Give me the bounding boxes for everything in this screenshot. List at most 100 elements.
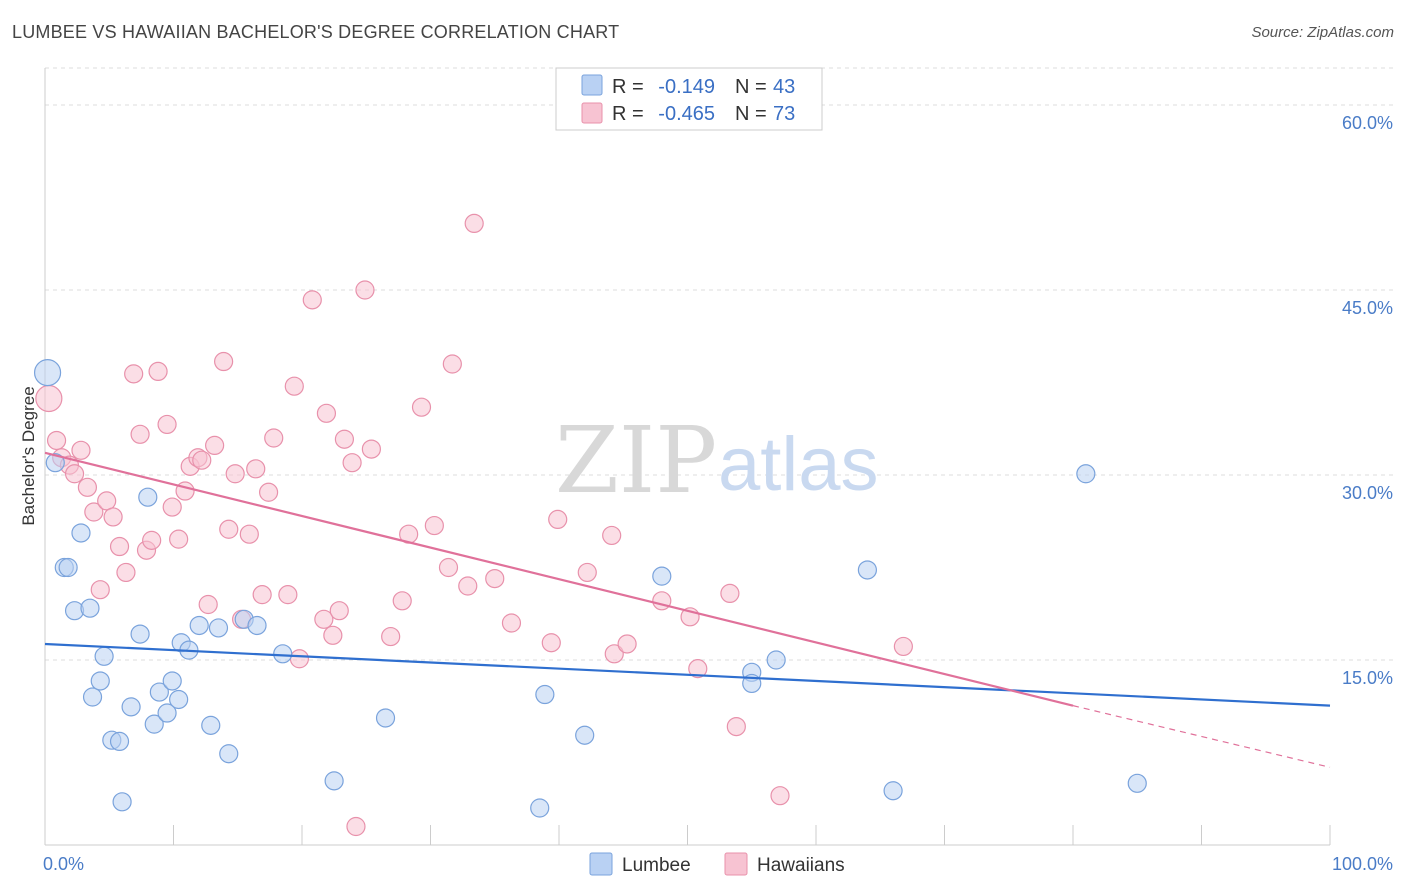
lumbee-point (109, 731, 130, 752)
hawaiians-point (90, 580, 110, 600)
legend-swatch-hawaiians (581, 102, 603, 124)
hawaiians-point (246, 459, 266, 479)
lumbee-point (883, 781, 903, 801)
hawaiians-point (225, 464, 245, 484)
lumbee-point (189, 615, 209, 636)
hawaiians-point (424, 515, 444, 536)
lumbee-point (324, 771, 344, 791)
hawaiians-point (278, 585, 298, 605)
hawaiians-trend-line (44, 451, 1074, 707)
hawaiians-point (192, 450, 212, 470)
legend-n-value-lumbee: 43 (773, 76, 795, 98)
hawaiians-point (162, 497, 182, 517)
hawaiians-point (205, 435, 225, 455)
lumbee-point (90, 671, 110, 691)
y-tick-labels: 15.0% 30.0% 45.0% 60.0% (1342, 113, 1393, 688)
hawaiians-point (239, 524, 259, 544)
hawaiians-point (124, 364, 144, 384)
lumbee-point (121, 697, 141, 717)
hawaiians-point (323, 625, 343, 645)
lumbee-point (247, 615, 267, 636)
hawaiians-point (411, 397, 432, 417)
legend-box: R = -0.149 N = 43 R = -0.465 N = 73 (555, 67, 823, 131)
legend-n-label-lumbee: N = (735, 76, 767, 98)
lumbee-point (162, 671, 182, 691)
lumbee-point (130, 624, 150, 644)
hawaiians-point (258, 482, 279, 502)
lumbee-point (219, 744, 239, 764)
hawaiians-point (130, 424, 150, 444)
watermark: ZIP atlas (555, 407, 879, 514)
legend-n-value-hawaiians: 73 (773, 103, 795, 125)
hawaiians-point (77, 477, 98, 497)
hawaiians-point (442, 354, 462, 374)
x-ticks (44, 825, 1331, 845)
hawaiians-point (264, 428, 284, 448)
lumbee-point (1076, 464, 1096, 484)
chart-source: Source: ZipAtlas.com (1251, 24, 1394, 41)
hawaiians-point (148, 361, 168, 381)
lumbee-point (535, 684, 555, 705)
hawaiians-point (142, 530, 162, 550)
hawaiians-point (252, 585, 272, 605)
hawaiians-point (109, 536, 130, 557)
y-tick-label: 45.0% (1342, 298, 1393, 318)
hawaiians-point (116, 562, 136, 583)
lumbee-point (112, 792, 132, 812)
lumbee-point (169, 689, 189, 710)
hawaiians-point (342, 453, 362, 473)
hawaiians-point (604, 644, 624, 664)
lumbee-point (94, 646, 114, 666)
hawaiians-point (46, 430, 67, 451)
hawaiians-point (602, 525, 622, 546)
watermark-zip: ZIP (555, 407, 717, 514)
lumbee-point (71, 523, 91, 543)
lumbee-point (652, 566, 672, 586)
hawaiians-point (893, 636, 913, 657)
hawaiians-point (84, 502, 104, 522)
hawaiians-point (392, 591, 412, 611)
lumbee-point (766, 650, 786, 670)
hawaiians-point (157, 414, 177, 435)
lumbee-point (1127, 773, 1147, 793)
trend-lines (44, 451, 1331, 768)
hawaiians-point (289, 649, 310, 669)
hawaiians-point (334, 429, 355, 449)
hawaiians-point (485, 568, 505, 589)
hawaiians-point (617, 634, 637, 654)
hawaiians-point (355, 280, 375, 300)
hawaiians-point (726, 716, 746, 737)
y-axis-label: Bachelor's Degree (19, 386, 38, 525)
lumbee-point (201, 715, 221, 735)
chart-title: LUMBEE VS HAWAIIAN BACHELOR'S DEGREE COR… (12, 22, 620, 42)
hawaiians-point (720, 583, 740, 604)
hawaiians-point (103, 507, 123, 527)
legend-r-value-lumbee: -0.149 (658, 76, 715, 98)
bottom-legend-swatch-hawaiians (724, 852, 748, 876)
lumbee-point (33, 359, 62, 387)
hawaiians-point (770, 786, 790, 806)
hawaiians-point (329, 601, 349, 621)
hawaiians-point (346, 816, 366, 837)
lumbee-point (80, 598, 100, 618)
hawaiians-point (541, 633, 561, 653)
bottom-legend: Lumbee Hawaiians (589, 852, 845, 876)
lumbee-point (273, 644, 293, 664)
legend-swatch-lumbee (581, 74, 603, 96)
hawaiians-point (35, 384, 63, 413)
hawaiians-point (214, 351, 234, 372)
lumbee-point (138, 487, 158, 507)
lumbee-point (144, 714, 164, 734)
lumbee-point (58, 557, 78, 578)
hawaiians-point (71, 440, 91, 460)
lumbee-point (149, 682, 169, 702)
lumbee-point (575, 725, 595, 745)
hawaiians-point (97, 491, 117, 511)
bottom-legend-hawaiians: Hawaiians (757, 855, 845, 876)
hawaiians-point (501, 613, 522, 633)
legend-r-value-hawaiians: -0.465 (658, 103, 715, 125)
hawaiians-point (438, 557, 459, 578)
hawaiians-point (284, 376, 304, 396)
lumbee-point (857, 560, 878, 580)
legend-r-label-hawaiians: R = (612, 103, 644, 125)
